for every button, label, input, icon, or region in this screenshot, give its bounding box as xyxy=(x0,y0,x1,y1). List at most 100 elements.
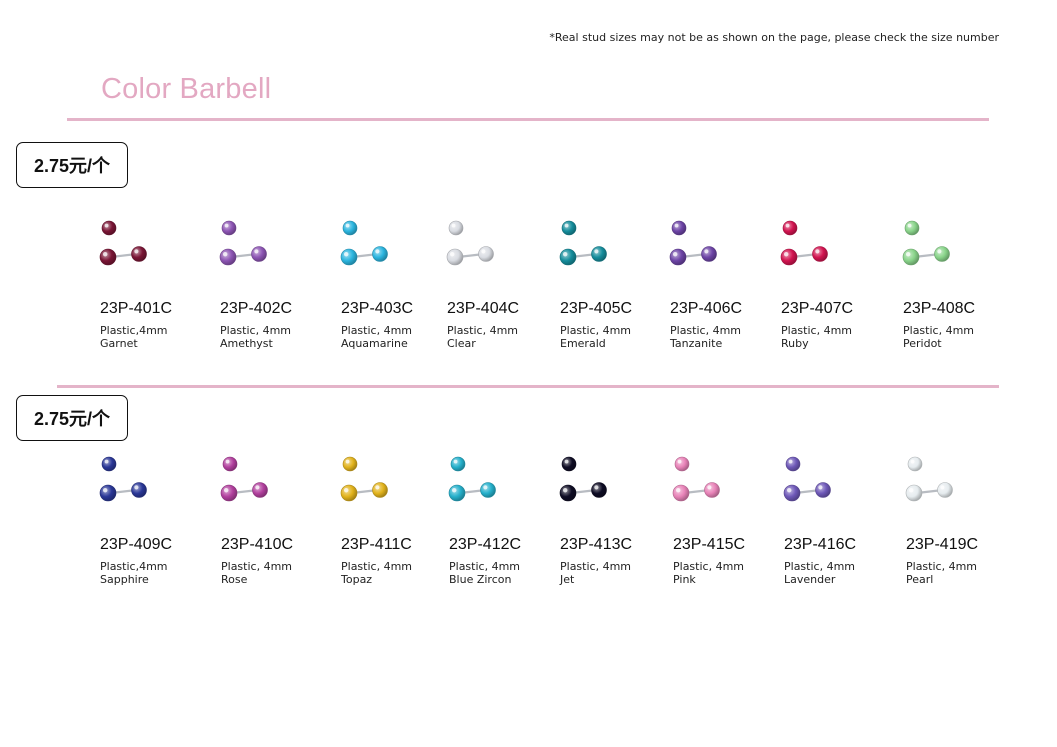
product-code: 23P-406C xyxy=(670,300,743,317)
highlight xyxy=(788,459,793,464)
highlight xyxy=(102,251,108,257)
highlight xyxy=(564,223,569,228)
product-code: 23P-404C xyxy=(447,300,520,317)
highlight xyxy=(704,249,709,254)
product-code: 23P-405C xyxy=(560,300,633,317)
front-ball xyxy=(674,456,690,472)
front-ball xyxy=(904,220,920,236)
front-ball xyxy=(782,220,798,236)
highlight xyxy=(815,249,820,254)
highlight xyxy=(343,251,349,257)
barbell-stud-icon xyxy=(559,220,607,266)
highlight xyxy=(564,459,569,464)
product-spec: Plastic, 4mm xyxy=(560,324,632,337)
highlight xyxy=(104,223,109,228)
side-ball-right xyxy=(812,246,828,262)
highlight xyxy=(818,485,823,490)
side-ball-right xyxy=(131,246,147,262)
product-color: Aquamarine xyxy=(341,337,408,350)
side-ball-left xyxy=(905,484,923,502)
highlight xyxy=(940,485,945,490)
product-code: 23P-412C xyxy=(449,536,522,553)
highlight xyxy=(907,223,912,228)
highlight xyxy=(562,487,568,493)
highlight xyxy=(675,487,681,493)
side-ball-left xyxy=(448,484,466,502)
highlight xyxy=(937,249,942,254)
product-color: Ruby xyxy=(781,337,809,350)
barbell-stud-icon xyxy=(669,220,717,266)
product-color: Jet xyxy=(560,573,575,586)
highlight xyxy=(134,249,139,254)
page-title: Color Barbell xyxy=(101,73,272,105)
highlight xyxy=(345,459,350,464)
barbell-stud-icon xyxy=(905,456,953,502)
product-color: Tanzanite xyxy=(670,337,723,350)
product-code: 23P-409C xyxy=(100,536,173,553)
side-ball-left xyxy=(672,484,690,502)
product-spec: Plastic, 4mm xyxy=(673,560,745,573)
highlight xyxy=(483,485,488,490)
highlight xyxy=(225,459,230,464)
highlight xyxy=(594,485,599,490)
product-spec: Plastic, 4mm xyxy=(781,324,853,337)
highlight xyxy=(255,485,260,490)
side-ball-left xyxy=(669,248,687,266)
side-ball-right xyxy=(131,482,147,498)
highlight xyxy=(674,223,679,228)
product-code: 23P-402C xyxy=(220,300,293,317)
highlight xyxy=(222,251,228,257)
product-color: Pink xyxy=(673,573,696,586)
highlight xyxy=(786,487,792,493)
front-ball xyxy=(561,220,577,236)
barbell-stud-icon xyxy=(340,456,388,502)
product-color: Garnet xyxy=(100,337,138,350)
highlight xyxy=(375,485,380,490)
front-ball xyxy=(450,456,466,472)
barbell-stud-icon xyxy=(902,220,950,266)
side-ball-left xyxy=(340,484,358,502)
highlight xyxy=(672,251,678,257)
barbell-stud-icon xyxy=(340,220,388,266)
front-ball xyxy=(342,456,358,472)
price-badge-2: 2.75元/个 xyxy=(16,395,128,441)
side-ball-left xyxy=(220,484,238,502)
side-ball-right xyxy=(937,482,953,498)
highlight xyxy=(562,251,568,257)
barbell-stud-icon xyxy=(99,456,147,502)
side-ball-right xyxy=(934,246,950,262)
highlight xyxy=(453,459,458,464)
highlight xyxy=(134,485,139,490)
product-color: Topaz xyxy=(341,573,373,586)
product-color: Clear xyxy=(447,337,476,350)
title-divider xyxy=(67,118,989,121)
side-ball-left xyxy=(902,248,920,266)
barbell-stud-icon xyxy=(448,456,496,502)
front-ball xyxy=(907,456,923,472)
product-code: 23P-410C xyxy=(221,536,294,553)
product-code: 23P-401C xyxy=(100,300,173,317)
barbell-stud-icon xyxy=(220,456,268,502)
front-ball xyxy=(561,456,577,472)
highlight xyxy=(910,459,915,464)
front-ball xyxy=(221,220,237,236)
product-code: 23P-408C xyxy=(903,300,976,317)
highlight xyxy=(223,487,229,493)
product-color: Amethyst xyxy=(220,337,273,350)
product-spec: Plastic, 4mm xyxy=(447,324,519,337)
product-code: 23P-407C xyxy=(781,300,854,317)
product-color: Blue Zircon xyxy=(449,573,512,586)
product-color: Pearl xyxy=(906,573,934,586)
side-ball-left xyxy=(219,248,237,266)
side-ball-right xyxy=(701,246,717,262)
highlight xyxy=(104,459,109,464)
front-ball xyxy=(448,220,464,236)
product-spec: Plastic, 4mm xyxy=(220,324,292,337)
barbell-stud-icon xyxy=(446,220,494,266)
front-ball xyxy=(785,456,801,472)
barbell-stud-icon xyxy=(780,220,828,266)
side-ball-right xyxy=(372,482,388,498)
product-code: 23P-419C xyxy=(906,536,979,553)
product-color: Emerald xyxy=(560,337,606,350)
side-ball-left xyxy=(340,248,358,266)
